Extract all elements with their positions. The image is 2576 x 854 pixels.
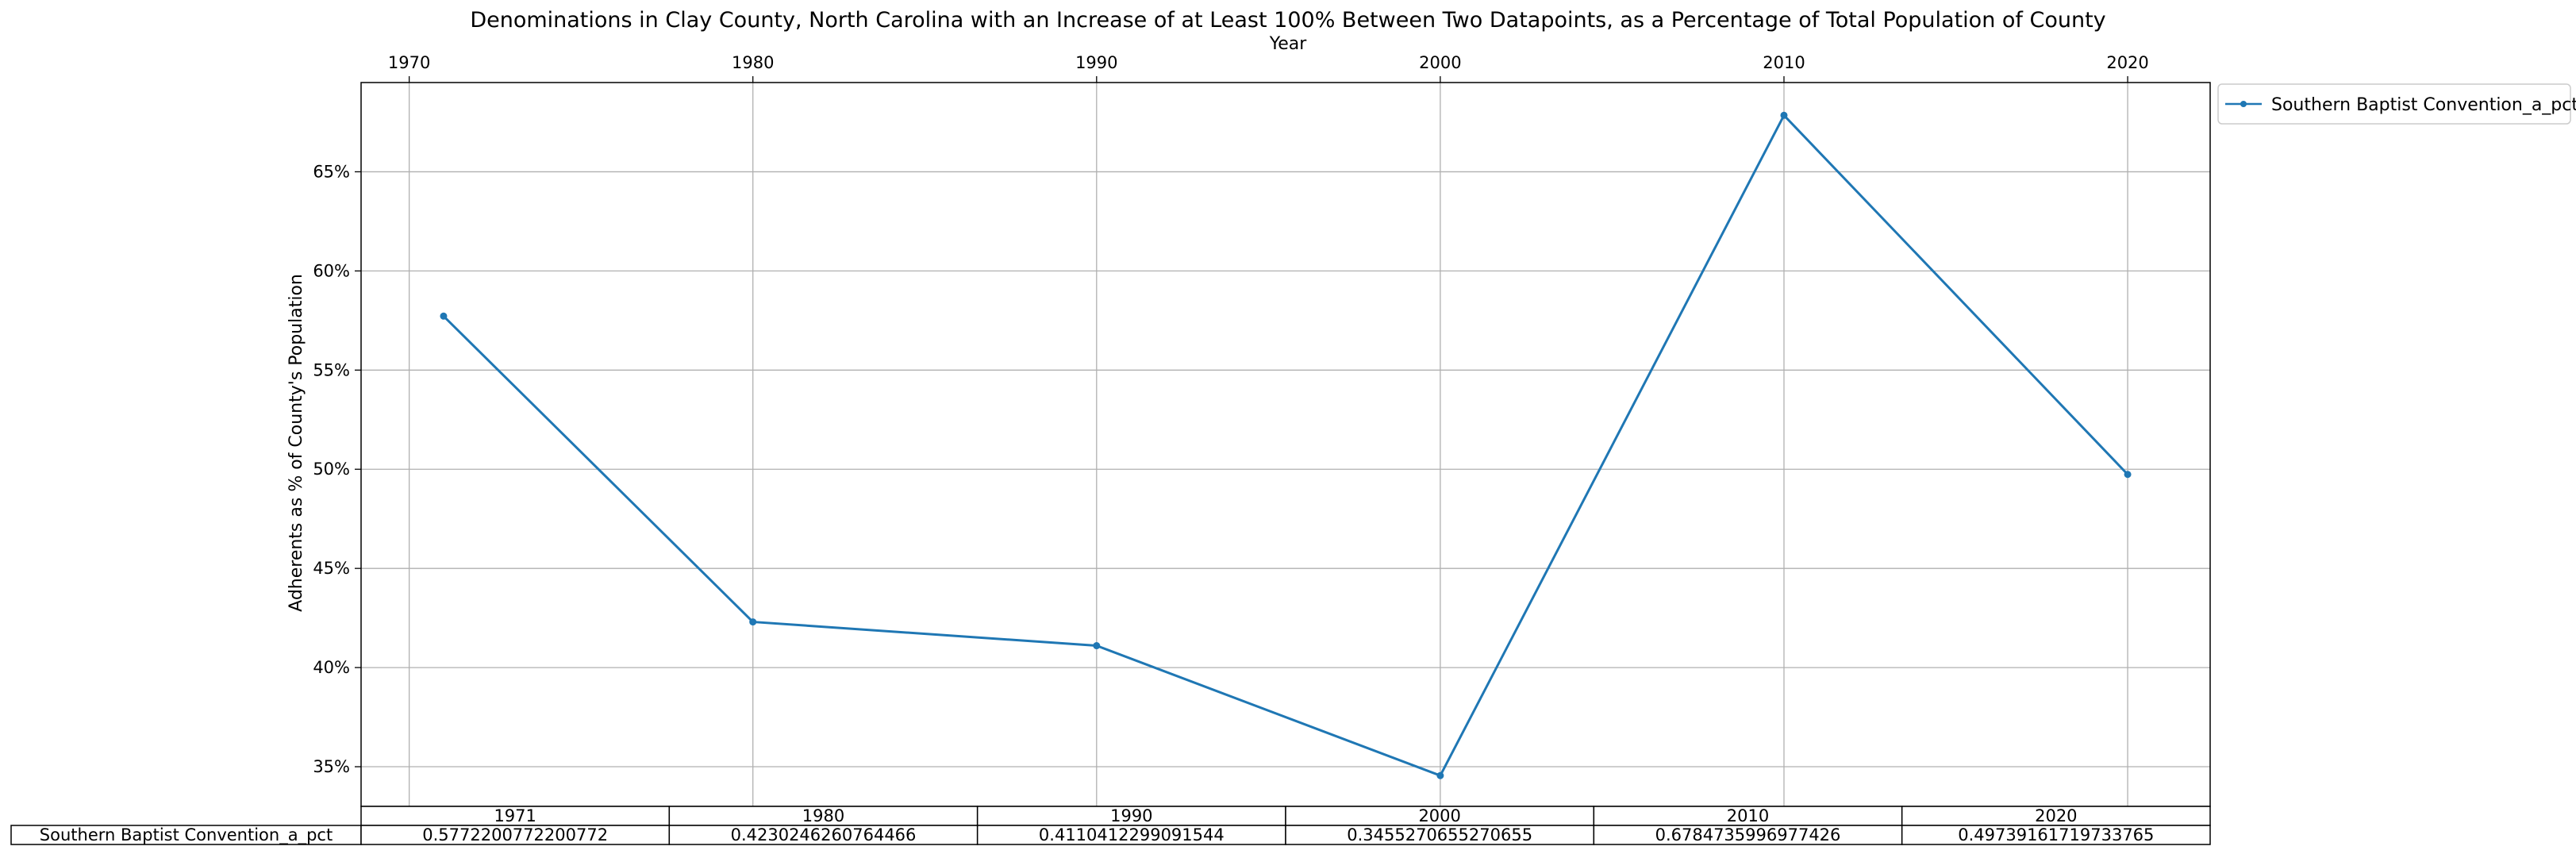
x-axis-title: Year <box>1269 34 1308 54</box>
table-column-header: 2020 <box>2035 806 2077 825</box>
table-column-header: 2010 <box>1727 806 1769 825</box>
data-point <box>1093 642 1101 650</box>
legend-entry-label: Southern Baptist Convention_a_pct <box>2271 95 2576 115</box>
table-header-cell <box>1901 806 2211 826</box>
legend: Southern Baptist Convention_a_pct <box>2217 83 2576 125</box>
table-cell-value: 0.5772200772200772 <box>422 825 608 844</box>
table-column-header: 1980 <box>802 806 844 825</box>
data-table: 1971 1980 1990 2000 2010 2020 Southern Baptist… <box>10 806 2211 845</box>
y-tick-label: 35% <box>313 757 350 776</box>
table-cell-value: 0.49739161719733765 <box>1958 825 2154 844</box>
table-cell-value: 0.4110412299091544 <box>1039 825 1225 844</box>
table-header-cell <box>1593 806 1903 826</box>
table-cell <box>360 825 671 845</box>
y-tick-label: 65% <box>313 162 350 181</box>
y-tick-label: 55% <box>313 360 350 379</box>
data-point <box>2124 471 2132 479</box>
table-cell <box>1593 825 1903 845</box>
x-tick-label: 1970 <box>388 53 430 72</box>
x-tick-label: 1980 <box>732 53 774 72</box>
table-column-header: 1971 <box>494 806 536 825</box>
y-tick-label: 60% <box>313 261 350 280</box>
x-tick-label: 1990 <box>1075 53 1117 72</box>
y-axis-ticks: 35% 40% 45% 50% 55% 60% 65% <box>313 162 361 776</box>
y-tick-label: 40% <box>313 658 350 677</box>
y-tick-label: 50% <box>313 460 350 479</box>
x-tick-label: 2010 <box>1763 53 1805 72</box>
series-line <box>442 113 2129 777</box>
chart-title: Denominations in Clay County, North Caro… <box>470 8 2105 33</box>
data-point <box>1436 771 1444 779</box>
table-column-header: 1990 <box>1110 806 1152 825</box>
y-axis-title: Adherents as % of County's Population <box>286 274 306 612</box>
table-column-header: 2000 <box>1418 806 1460 825</box>
table-cell-value: 0.3455270655270655 <box>1347 825 1532 844</box>
plot-area-frame <box>360 82 2211 807</box>
x-tick-label: 2000 <box>1419 53 1461 72</box>
data-point <box>749 618 757 626</box>
x-axis-ticks: 1970 1980 1990 2000 2010 2020 <box>388 53 2149 83</box>
grid <box>361 83 2210 806</box>
y-tick-label: 45% <box>313 559 350 578</box>
legend-box <box>2217 83 2571 125</box>
table-cell-value: 0.4230246260764466 <box>731 825 917 844</box>
x-tick-label: 2020 <box>2106 53 2148 72</box>
series-layer <box>440 111 2132 779</box>
data-point <box>1780 111 1788 119</box>
table-cell-value: 0.6784735996977426 <box>1655 825 1841 844</box>
table-row-label-cell <box>10 825 362 845</box>
table-row-label: Southern Baptist Convention_a_pct <box>40 825 333 845</box>
legend-swatch-marker <box>2240 101 2247 107</box>
data-point <box>440 312 448 320</box>
table-cell <box>1901 825 2211 845</box>
table-header-cell <box>1285 806 1595 826</box>
